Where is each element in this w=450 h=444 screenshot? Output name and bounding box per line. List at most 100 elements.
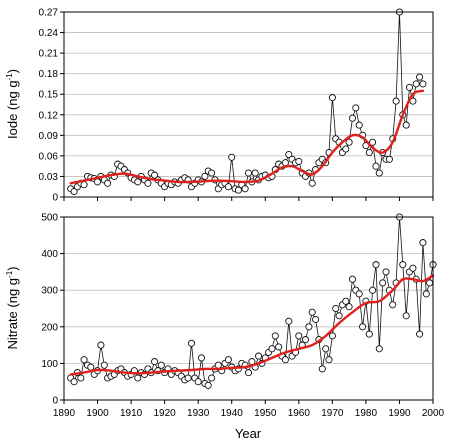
iode-data-point bbox=[224, 183, 232, 191]
iode-y-axis-title: Iode (ng g-1) bbox=[5, 69, 20, 139]
iode-y-tick-label: 0.18 bbox=[39, 69, 59, 80]
nitrate-data-point bbox=[151, 358, 159, 366]
iode-data-point bbox=[369, 138, 377, 146]
nitrate-data-point bbox=[77, 374, 85, 382]
iode-y-tick-label: 0 bbox=[52, 193, 58, 204]
nitrate-data-point bbox=[97, 341, 105, 349]
nitrate-data-point bbox=[100, 361, 108, 369]
nitrate-x-axis: 1890 1900 1910 1920 1930 1940 1950 1960 1970 1980… bbox=[53, 400, 445, 419]
iode-data-point bbox=[328, 94, 336, 102]
nitrate-data-point bbox=[359, 323, 367, 331]
iode-data-point bbox=[251, 169, 259, 177]
iode-data-point bbox=[352, 104, 360, 112]
nitrate-data-point bbox=[184, 374, 192, 382]
nitrate-trend-line bbox=[69, 274, 435, 376]
nitrate-points bbox=[67, 213, 437, 389]
nitrate-data-point bbox=[379, 279, 387, 287]
nitrate-data-point bbox=[419, 239, 427, 247]
iode-data-point bbox=[208, 169, 216, 177]
nitrate-x-tick-label: 1960 bbox=[288, 408, 311, 419]
nitrate-x-tick-label: 1890 bbox=[53, 408, 76, 419]
nitrate-y-tick-label: 100 bbox=[41, 359, 58, 370]
iode-data-point bbox=[144, 179, 152, 187]
nitrate-x-tick-label: 1940 bbox=[221, 408, 244, 419]
iode-data-point bbox=[355, 121, 363, 129]
nitrate-data-point bbox=[335, 312, 343, 320]
iode-data-point bbox=[419, 80, 427, 88]
iode-data-point bbox=[392, 97, 400, 105]
iode-data-point bbox=[308, 179, 316, 187]
nitrate-x-tick-label: 1930 bbox=[187, 408, 210, 419]
iode-data-point bbox=[345, 138, 353, 146]
nitrate-data-point bbox=[244, 369, 253, 377]
nitrate-x-tick-label: 1910 bbox=[120, 408, 143, 419]
iode-y-tick-label: 0.12 bbox=[39, 110, 59, 121]
iode-data-point bbox=[151, 171, 159, 179]
nitrate-data-point bbox=[204, 381, 212, 389]
nitrate-data-point bbox=[399, 261, 407, 269]
nitrate-x-tick-label: 1950 bbox=[254, 408, 277, 419]
nitrate-data-point bbox=[318, 365, 326, 373]
nitrate-data-point bbox=[308, 308, 316, 316]
nitrate-data-point bbox=[70, 378, 78, 386]
nitrate-data-point bbox=[328, 332, 336, 340]
nitrate-data-point bbox=[281, 356, 289, 364]
iode-x-axis bbox=[63, 197, 434, 201]
nitrate-y-tick-label: 300 bbox=[41, 286, 58, 297]
iode-data-point bbox=[405, 83, 414, 91]
nitrate-plot-frame bbox=[63, 216, 434, 401]
iode-y-tick-label: 0.09 bbox=[39, 131, 59, 142]
iode-grid bbox=[64, 32, 433, 177]
iode-data-point bbox=[228, 153, 236, 161]
iode-data-point bbox=[104, 179, 112, 187]
nitrate-data-point bbox=[224, 356, 232, 364]
nitrate-data-point bbox=[325, 356, 333, 364]
iode-data-point bbox=[295, 157, 303, 165]
nitrate-data-point bbox=[275, 343, 283, 351]
nitrate-panel: 0 100 200 300 400 500 1890 1900 1910 1920 1930 194… bbox=[5, 213, 445, 442]
iode-y-tick-label: 0.21 bbox=[39, 49, 59, 60]
iode-data-point bbox=[285, 150, 293, 159]
iode-data-point bbox=[70, 187, 78, 196]
nitrate-data-point bbox=[426, 279, 434, 287]
nitrate-data-point bbox=[187, 339, 196, 347]
nitrate-data-point bbox=[365, 330, 373, 338]
nitrate-data-point bbox=[197, 354, 206, 362]
iode-data-point bbox=[365, 148, 373, 157]
iode-data-point bbox=[281, 159, 289, 167]
iode-data-point bbox=[80, 181, 88, 189]
iode-y-tick-label: 0.15 bbox=[39, 90, 59, 101]
nitrate-data-point bbox=[295, 332, 303, 340]
iode-y-tick-label: 0.06 bbox=[39, 151, 59, 162]
iode-data-point bbox=[412, 80, 420, 88]
nitrate-x-tick-label: 1920 bbox=[154, 408, 177, 419]
nitrate-data-point bbox=[322, 345, 330, 353]
nitrate-data-point bbox=[271, 332, 279, 340]
nitrate-data-point bbox=[342, 297, 350, 305]
nitrate-data-point bbox=[80, 356, 88, 364]
iode-data-point bbox=[385, 155, 393, 163]
nitrate-data-point bbox=[312, 315, 320, 324]
nitrate-data-point bbox=[255, 352, 263, 360]
nitrate-y-tick-label: 0 bbox=[52, 396, 58, 407]
nitrate-data-point bbox=[87, 363, 95, 371]
nitrate-x-tick-label: 1970 bbox=[321, 408, 344, 419]
nitrate-data-point bbox=[389, 301, 397, 309]
iode-data-point bbox=[416, 73, 424, 81]
iode-data-point bbox=[375, 169, 383, 177]
nitrate-data-point bbox=[348, 275, 357, 283]
iode-trend-line bbox=[69, 89, 425, 185]
nitrate-data-point bbox=[369, 286, 377, 294]
nitrate-y-tick-label: 500 bbox=[41, 213, 58, 224]
iode-data-point bbox=[134, 178, 142, 186]
nitrate-y-tick-label: 200 bbox=[41, 322, 58, 333]
iode-data-point bbox=[402, 121, 410, 129]
iode-data-point bbox=[234, 186, 242, 194]
nitrate-data-point bbox=[422, 290, 430, 298]
iode-data-point bbox=[348, 114, 357, 122]
iode-data-point bbox=[372, 162, 380, 170]
nitrate-data-point bbox=[301, 336, 310, 344]
nitrate-data-point bbox=[345, 303, 353, 311]
iode-plot-frame bbox=[63, 11, 434, 198]
